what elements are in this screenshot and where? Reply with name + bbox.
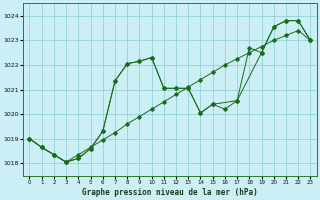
X-axis label: Graphe pression niveau de la mer (hPa): Graphe pression niveau de la mer (hPa) (82, 188, 258, 197)
